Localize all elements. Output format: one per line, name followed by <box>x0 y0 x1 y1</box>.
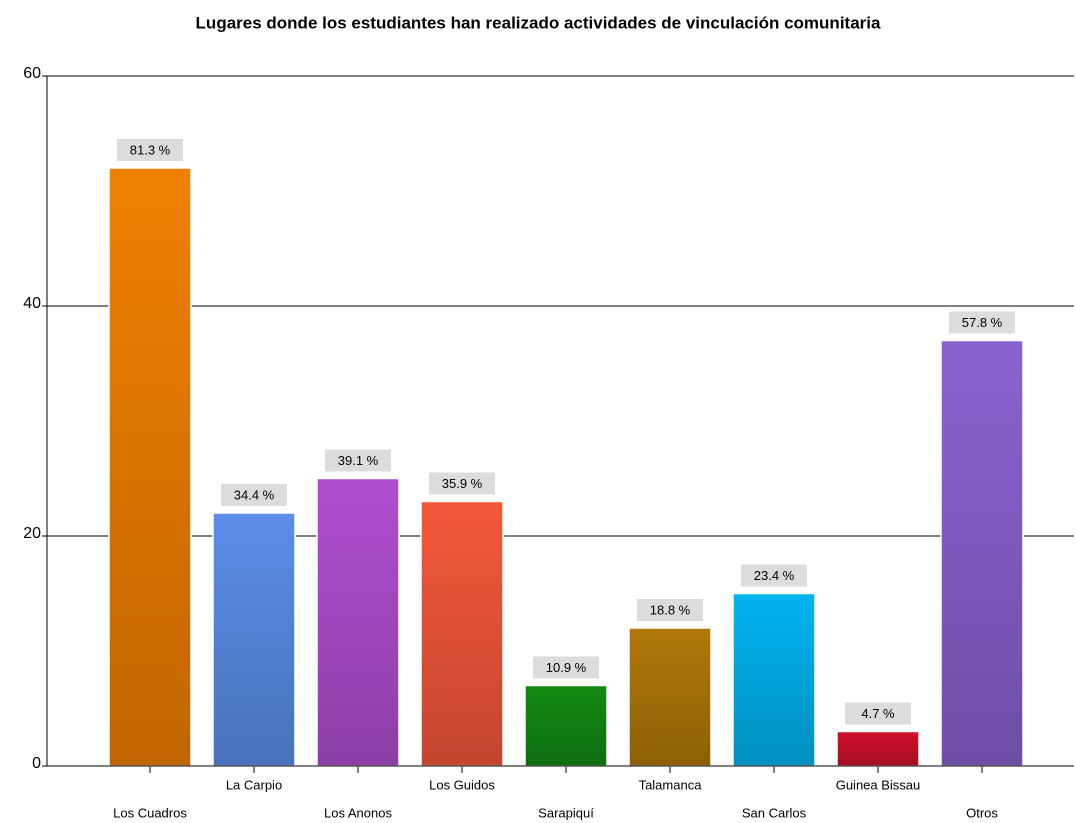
annotation-bg <box>325 449 391 472</box>
annotation: 81.3 % <box>130 142 171 157</box>
annotation: 4.7 % <box>861 706 895 721</box>
annotation-bg <box>741 564 807 587</box>
annotation-bg <box>117 139 183 161</box>
bar <box>212 512 296 767</box>
x-tick-label: La Carpio <box>226 777 282 792</box>
annotation: 34.4 % <box>234 487 275 502</box>
annotation: 18.8 % <box>650 602 691 617</box>
x-tick-label: Otros <box>966 805 998 820</box>
y-tick-label: 40 <box>23 295 41 312</box>
x-tick-label: Guinea Bissau <box>836 777 921 792</box>
bar <box>628 627 712 767</box>
x-tick-label: Los Guidos <box>429 777 495 792</box>
x-tick-label: San Carlos <box>742 805 807 820</box>
annotation: 23.4 % <box>754 568 795 583</box>
bar <box>108 167 192 767</box>
annotation-bg <box>949 311 1015 334</box>
annotation-bg <box>429 472 495 495</box>
chart-title: Lugares donde los estudiantes han realiz… <box>196 13 881 32</box>
bar <box>940 339 1024 767</box>
x-tick-label: Sarapiquí <box>538 805 594 820</box>
annotation: 10.9 % <box>546 660 587 675</box>
y-tick-label: 0 <box>32 755 41 772</box>
annotation: 35.9 % <box>442 476 483 491</box>
annotation-bg <box>637 599 703 621</box>
bar <box>524 684 608 767</box>
x-tick-label: Los Cuadros <box>113 805 187 820</box>
annotation: 39.1 % <box>338 453 379 468</box>
bar <box>732 592 816 767</box>
annotation-bg <box>533 656 599 679</box>
annotation: 57.8 % <box>962 315 1003 330</box>
annotation-bg <box>221 484 287 506</box>
annotation-bg <box>845 702 911 725</box>
y-tick-label: 20 <box>23 525 41 542</box>
x-tick-label: Talamanca <box>639 777 703 792</box>
bar <box>836 730 920 767</box>
bar <box>420 500 504 767</box>
bar <box>316 477 400 767</box>
y-tick-label: 60 <box>23 65 41 82</box>
x-tick-label: Los Anonos <box>324 805 392 820</box>
